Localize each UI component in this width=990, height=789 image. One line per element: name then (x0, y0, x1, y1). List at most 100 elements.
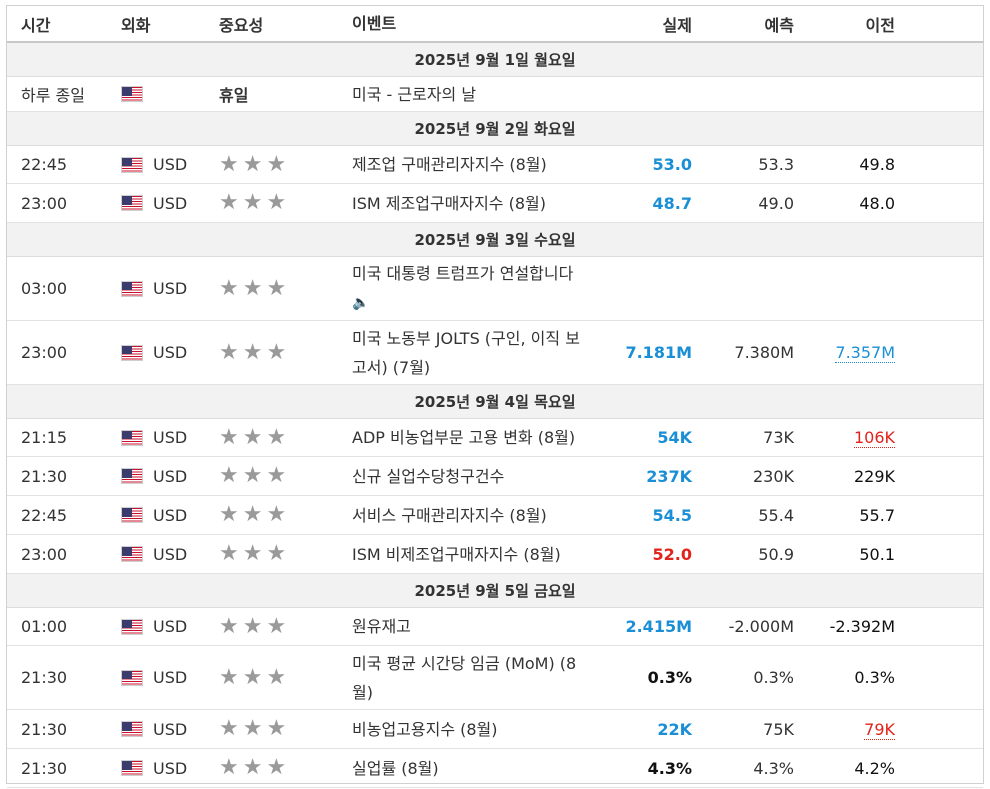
table-row[interactable]: 23:00 USD ★ ★ ★ ISM 비제조업구매자지수 (8월) 52.0 50.9 50.… (7, 535, 983, 574)
currency-code: USD (153, 193, 188, 213)
currency-code: USD (153, 155, 188, 174)
event-name[interactable]: 비농업고용지수 (8월) (352, 719, 498, 739)
date-header: 2025년 9월 2일 화요일 (7, 112, 983, 146)
event-currency: USD (107, 668, 207, 687)
star-icon: ★ (219, 613, 239, 639)
date-header: 2025년 9월 5일 금요일 (7, 574, 983, 608)
forecast-value: 49.0 (758, 193, 794, 213)
star-icon: ★ (266, 613, 287, 639)
previous-value: 4.2% (854, 758, 895, 778)
date-header: 2025년 9월 3일 수요일 (7, 223, 983, 257)
actual-value: 54.5 (652, 505, 692, 525)
star-icon: ★ (266, 463, 287, 488)
importance-stars: ★ ★ ★ (207, 339, 340, 365)
table-row[interactable]: 21:15 USD ★ ★ ★ ADP 비농업부문 고용 변화 (8월) 54K 73K 106… (7, 419, 983, 457)
event-time: 21:30 (21, 719, 68, 739)
star-icon: ★ (219, 755, 239, 780)
event-currency: USD (107, 343, 207, 362)
forecast-value: 75K (763, 719, 794, 739)
us-flag-icon (121, 156, 143, 173)
actual-value: 54K (657, 428, 692, 447)
event-name[interactable]: 미국 평균 시간당 임금 (MoM) (8월) (352, 653, 577, 702)
event-name[interactable]: 신규 실업수당청구건수 (352, 466, 505, 486)
event-name[interactable]: 미국 노동부 JOLTS (구인, 이직 보고서) (7월) (352, 328, 580, 377)
event-name[interactable]: ISM 비제조업구매자지수 (8월) (352, 544, 561, 564)
event-name[interactable]: 실업률 (8월) (352, 758, 439, 778)
us-flag-icon (121, 344, 143, 361)
table-row[interactable]: 22:45 USD ★ ★ ★ 제조업 구매관리자지수 (8월) 53.0 53.3 49.8 (7, 146, 983, 184)
star-icon: ★ (219, 190, 239, 215)
event-name[interactable]: 미국 - 근로자의 날 (352, 84, 477, 104)
event-currency: USD (107, 506, 207, 525)
table-row[interactable]: 21:30 USD ★ ★ ★ 신규 실업수당청구건수 237K 230K 229K (7, 457, 983, 496)
event-time: 22:45 (21, 155, 68, 174)
previous-value[interactable]: 106K (853, 428, 895, 448)
table-row[interactable]: 하루 종일 휴일 미국 - 근로자의 날 (7, 77, 983, 112)
star-icon: ★ (219, 716, 239, 741)
header-time: 시간 (21, 15, 51, 35)
event-time: 하루 종일 (21, 86, 85, 105)
currency-code: USD (153, 617, 188, 636)
us-flag-icon (121, 468, 143, 484)
star-icon: ★ (242, 275, 263, 301)
importance-stars: ★ ★ ★ (207, 543, 340, 565)
star-icon: ★ (266, 190, 287, 215)
table-row[interactable]: 03:00 USD ★ ★ ★ 미국 대통령 트럼프가 연설합니다 🔈 (7, 257, 983, 321)
star-icon: ★ (219, 664, 239, 690)
economic-calendar-table: 시간 외화 중요성 이벤트 실제 예측 이전 2025년 9월 1일 월요일 하루… (6, 5, 984, 788)
star-icon: ★ (266, 716, 287, 741)
actual-value: 53.0 (652, 155, 692, 174)
event-currency: USD (107, 194, 207, 213)
event-name[interactable]: 원유재고 (352, 617, 411, 636)
star-icon: ★ (219, 541, 239, 566)
importance-stars: ★ ★ ★ (207, 192, 340, 214)
table-row[interactable]: 01:00 USD ★ ★ ★ 원유재고 2.415M -2.000M -2.392M (7, 608, 983, 646)
table-row[interactable]: 21:30 USD ★ ★ ★ 비농업고용지수 (8월) 22K 75K 79K (7, 710, 983, 749)
event-name[interactable]: 미국 대통령 트럼프가 연설합니다 🔈 (340, 259, 602, 318)
table-row[interactable]: 21:30 USD ★ ★ ★ 미국 평균 시간당 임금 (MoM) (8월) 0.3% 0.… (7, 646, 983, 710)
currency-code: USD (153, 505, 188, 525)
table-row[interactable]: 21:30 USD ★ ★ ★ 실업률 (8월) 4.3% 4.3% 4.2% (7, 749, 983, 788)
forecast-value: -2.000M (728, 617, 794, 636)
forecast-value: 50.9 (758, 544, 794, 564)
event-name[interactable]: ISM 제조업구매자지수 (8월) (352, 193, 546, 213)
table-row[interactable]: 23:00 USD ★ ★ ★ ISM 제조업구매자지수 (8월) 48.7 49.0 48.0 (7, 184, 983, 223)
previous-value[interactable]: 79K (864, 719, 895, 740)
previous-value: -2.392M (829, 617, 895, 636)
event-name[interactable]: 서비스 구매관리자지수 (8월) (352, 505, 547, 525)
event-name[interactable]: 제조업 구매관리자지수 (8월) (352, 155, 547, 174)
us-flag-icon (121, 280, 143, 297)
forecast-value: 230K (752, 466, 794, 486)
header-forecast: 예측 (764, 15, 794, 35)
table-row[interactable]: 23:00 USD ★ ★ ★ 미국 노동부 JOLTS (구인, 이직 보고서) (7월… (7, 321, 983, 385)
us-flag-icon (121, 669, 143, 686)
date-header: 2025년 9월 4일 목요일 (7, 385, 983, 419)
event-name[interactable]: ADP 비농업부문 고용 변화 (8월) (352, 428, 576, 447)
header-currency: 외화 (121, 15, 151, 35)
event-time: 23:00 (21, 193, 68, 213)
previous-value: 48.0 (859, 193, 895, 213)
table-row[interactable]: 22:45 USD ★ ★ ★ 서비스 구매관리자지수 (8월) 54.5 55.4 55.7 (7, 496, 983, 535)
date-header: 2025년 9월 1일 월요일 (7, 43, 983, 77)
event-currency: USD (107, 720, 207, 739)
star-icon: ★ (242, 755, 263, 780)
event-time: 22:45 (21, 505, 68, 525)
actual-value: 2.415M (625, 617, 692, 636)
header-actual: 실제 (662, 15, 692, 35)
us-flag-icon (121, 507, 143, 523)
star-icon: ★ (242, 463, 263, 488)
forecast-value: 73K (763, 428, 794, 447)
star-icon: ★ (266, 151, 287, 177)
holiday-label: 휴일 (219, 86, 249, 105)
star-icon: ★ (242, 502, 263, 527)
currency-code: USD (153, 466, 188, 486)
importance-stars: ★ ★ ★ (207, 613, 340, 639)
event-currency (107, 86, 207, 102)
event-time: 03:00 (21, 279, 68, 298)
event-time: 01:00 (21, 617, 68, 636)
previous-value[interactable]: 7.357M (835, 343, 895, 363)
star-icon: ★ (266, 339, 287, 365)
previous-value: 55.7 (859, 505, 895, 525)
importance-stars: ★ ★ ★ (207, 426, 340, 449)
event-currency: USD (107, 545, 207, 564)
